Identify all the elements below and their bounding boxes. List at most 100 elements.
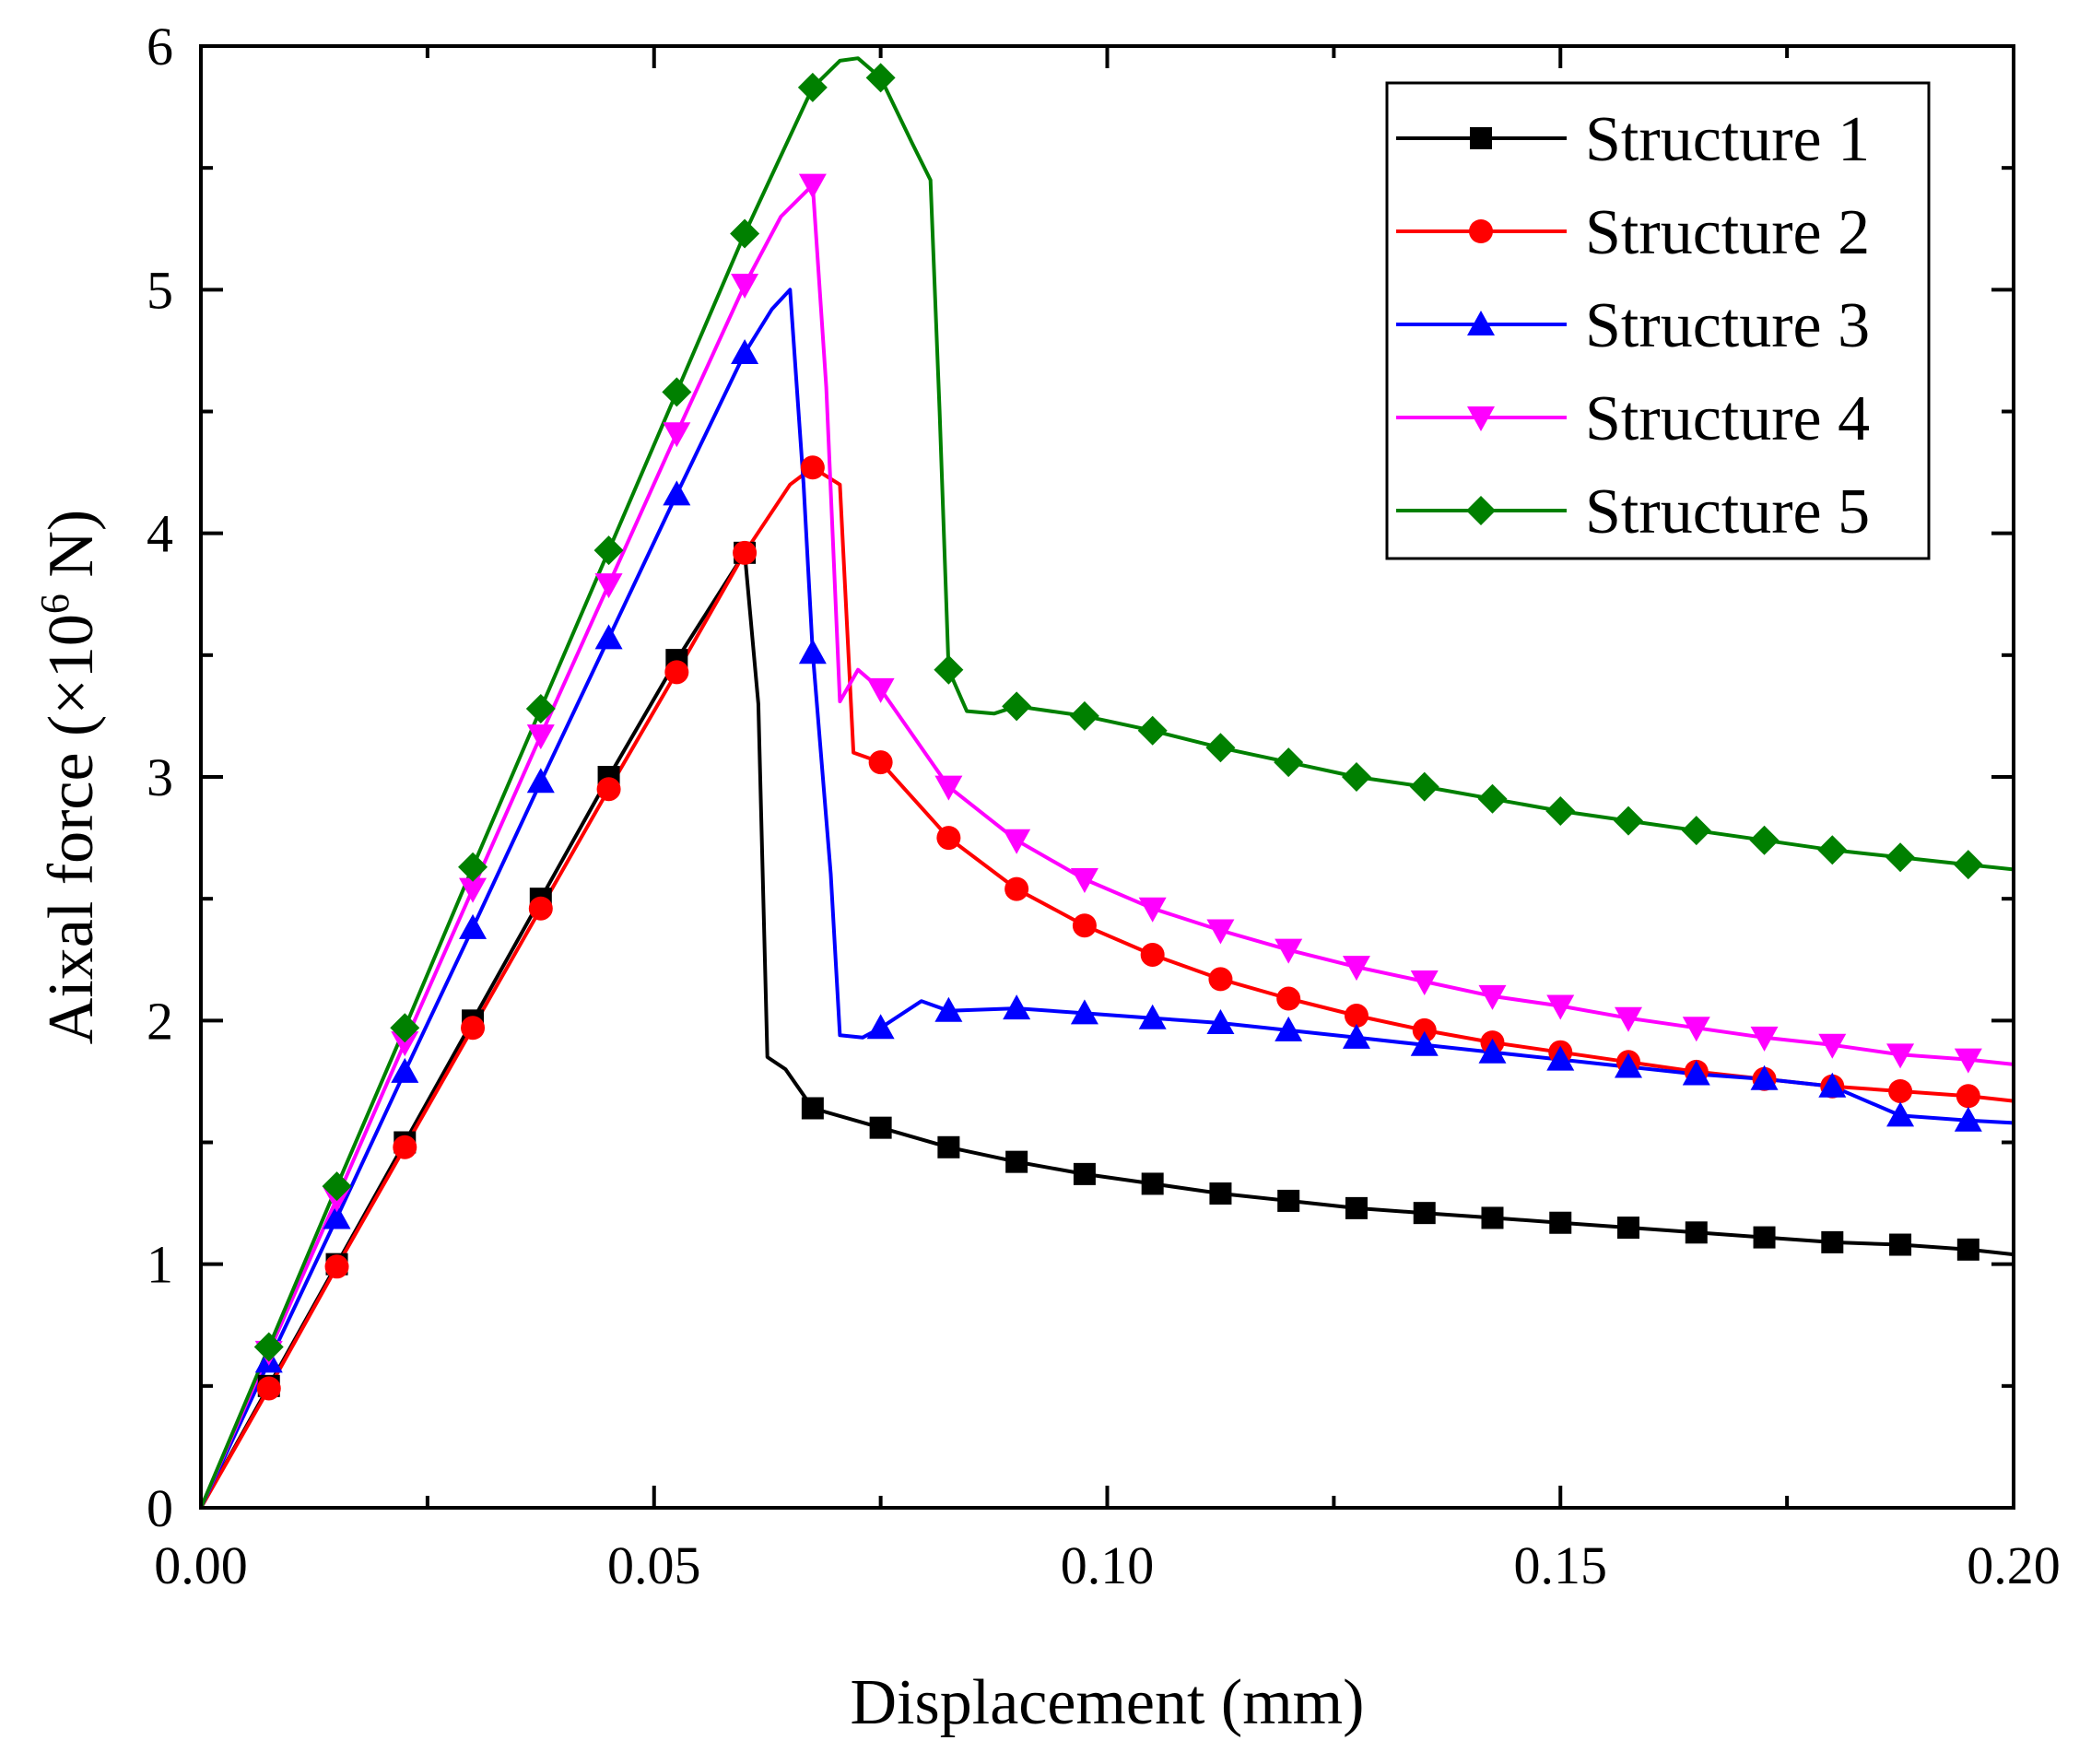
data-point-structure-2 xyxy=(868,750,893,775)
legend-marker-structure-5 xyxy=(1466,496,1496,525)
data-point-structure-3 xyxy=(526,768,555,794)
data-point-structure-4 xyxy=(934,775,963,801)
data-point-structure-5 xyxy=(593,535,624,566)
y-tick-label: 0 xyxy=(147,1478,173,1538)
data-point-structure-3 xyxy=(1954,1106,1982,1132)
data-point-structure-4 xyxy=(1818,1033,1847,1059)
x-tick-label: 0.15 xyxy=(1514,1535,1608,1595)
data-point-structure-4 xyxy=(1954,1048,1982,1074)
y-tick-label: 3 xyxy=(147,747,173,807)
data-point-structure-5 xyxy=(322,1171,352,1202)
data-point-structure-2 xyxy=(1072,913,1097,938)
data-point-structure-3 xyxy=(866,1014,895,1040)
data-point-structure-4 xyxy=(1070,868,1098,894)
data-point-structure-4 xyxy=(1750,1026,1779,1052)
data-point-structure-1 xyxy=(1413,1202,1436,1225)
data-point-structure-5 xyxy=(1477,783,1508,814)
data-point-structure-4 xyxy=(1206,919,1235,945)
data-point-structure-2 xyxy=(733,540,758,565)
data-point-structure-3 xyxy=(663,480,691,506)
data-point-structure-3 xyxy=(1206,1008,1235,1034)
data-point-structure-3 xyxy=(1682,1060,1710,1086)
series-markers-structure-4 xyxy=(254,173,1982,1366)
y-axis-title: Aixal force (×106 N) xyxy=(32,510,107,1044)
data-point-structure-4 xyxy=(1342,956,1370,982)
data-point-structure-3 xyxy=(391,1057,419,1083)
data-point-structure-5 xyxy=(1545,796,1576,827)
data-point-structure-3 xyxy=(594,624,623,650)
x-tick-label: 0.05 xyxy=(607,1535,701,1595)
data-point-structure-2 xyxy=(256,1376,281,1401)
x-tick-label: 0.20 xyxy=(1967,1535,2061,1595)
series-line-structure-3 xyxy=(201,288,2014,1508)
data-point-structure-1 xyxy=(1617,1217,1640,1240)
data-point-structure-4 xyxy=(1478,984,1507,1010)
data-point-structure-3 xyxy=(1478,1038,1507,1064)
data-point-structure-5 xyxy=(1069,700,1099,731)
data-point-structure-1 xyxy=(1549,1211,1572,1234)
data-point-structure-3 xyxy=(1138,1004,1167,1029)
data-point-structure-1 xyxy=(1073,1162,1096,1185)
data-point-structure-2 xyxy=(393,1135,417,1159)
legend-label-structure-3: Structure 3 xyxy=(1585,290,1870,361)
y-tick-label: 4 xyxy=(147,504,173,564)
data-point-structure-2 xyxy=(936,826,961,851)
data-point-structure-1 xyxy=(1753,1226,1776,1249)
data-point-structure-2 xyxy=(1140,942,1165,967)
data-point-structure-2 xyxy=(1208,967,1233,992)
legend-marker-structure-4 xyxy=(1467,406,1495,431)
legend-item-structure-5: Structure 5 xyxy=(1396,476,1870,547)
data-point-structure-5 xyxy=(390,1013,420,1043)
legend-item-structure-3: Structure 3 xyxy=(1396,290,1870,361)
data-point-structure-5 xyxy=(1274,747,1304,778)
data-point-structure-1 xyxy=(1005,1150,1028,1173)
legend-label-structure-2: Structure 2 xyxy=(1585,197,1870,268)
data-point-structure-4 xyxy=(594,573,623,599)
legend-item-structure-4: Structure 4 xyxy=(1396,383,1870,454)
data-point-structure-4 xyxy=(731,274,759,300)
data-point-structure-5 xyxy=(934,654,964,685)
data-point-structure-4 xyxy=(866,677,895,703)
data-point-structure-5 xyxy=(1409,771,1439,802)
data-point-structure-4 xyxy=(1275,938,1303,964)
data-point-structure-3 xyxy=(1615,1053,1643,1078)
x-axis-title: Displacement (mm) xyxy=(851,1667,1365,1738)
data-point-structure-1 xyxy=(1277,1189,1300,1212)
data-point-structure-5 xyxy=(1137,715,1168,746)
data-point-structure-4 xyxy=(1886,1043,1915,1069)
data-point-structure-2 xyxy=(800,455,825,480)
data-point-structure-3 xyxy=(731,339,759,365)
data-point-structure-1 xyxy=(801,1097,824,1120)
data-point-structure-3 xyxy=(1886,1101,1915,1127)
data-point-structure-5 xyxy=(1885,842,1916,873)
data-point-structure-2 xyxy=(1276,986,1301,1011)
data-point-structure-3 xyxy=(1818,1072,1847,1098)
data-point-structure-4 xyxy=(1682,1017,1710,1042)
data-point-structure-3 xyxy=(1546,1045,1575,1071)
data-point-structure-5 xyxy=(865,63,896,93)
data-point-structure-5 xyxy=(1614,806,1644,836)
data-point-structure-2 xyxy=(1004,876,1029,901)
data-point-structure-2 xyxy=(528,896,553,921)
data-point-structure-3 xyxy=(1342,1023,1370,1049)
series-line-structure-5 xyxy=(201,56,2014,1508)
data-point-structure-2 xyxy=(461,1016,486,1041)
series-markers-structure-5 xyxy=(253,63,1983,1362)
data-point-structure-5 xyxy=(1205,733,1236,763)
data-point-structure-3 xyxy=(1275,1016,1303,1041)
data-point-structure-2 xyxy=(1412,1017,1437,1042)
data-point-structure-4 xyxy=(391,1031,419,1057)
data-point-structure-5 xyxy=(1341,762,1371,792)
data-point-structure-1 xyxy=(1481,1206,1504,1229)
data-point-structure-4 xyxy=(1003,829,1031,854)
data-point-structure-2 xyxy=(1956,1084,1980,1109)
data-point-structure-4 xyxy=(459,877,488,903)
legend-item-structure-2: Structure 2 xyxy=(1396,197,1870,268)
data-point-structure-5 xyxy=(1681,816,1711,846)
data-point-structure-4 xyxy=(1138,897,1167,923)
legend-label-structure-4: Structure 4 xyxy=(1585,383,1870,454)
data-point-structure-5 xyxy=(1953,850,1983,880)
y-tick-label: 1 xyxy=(147,1235,173,1295)
data-point-structure-5 xyxy=(525,693,556,723)
